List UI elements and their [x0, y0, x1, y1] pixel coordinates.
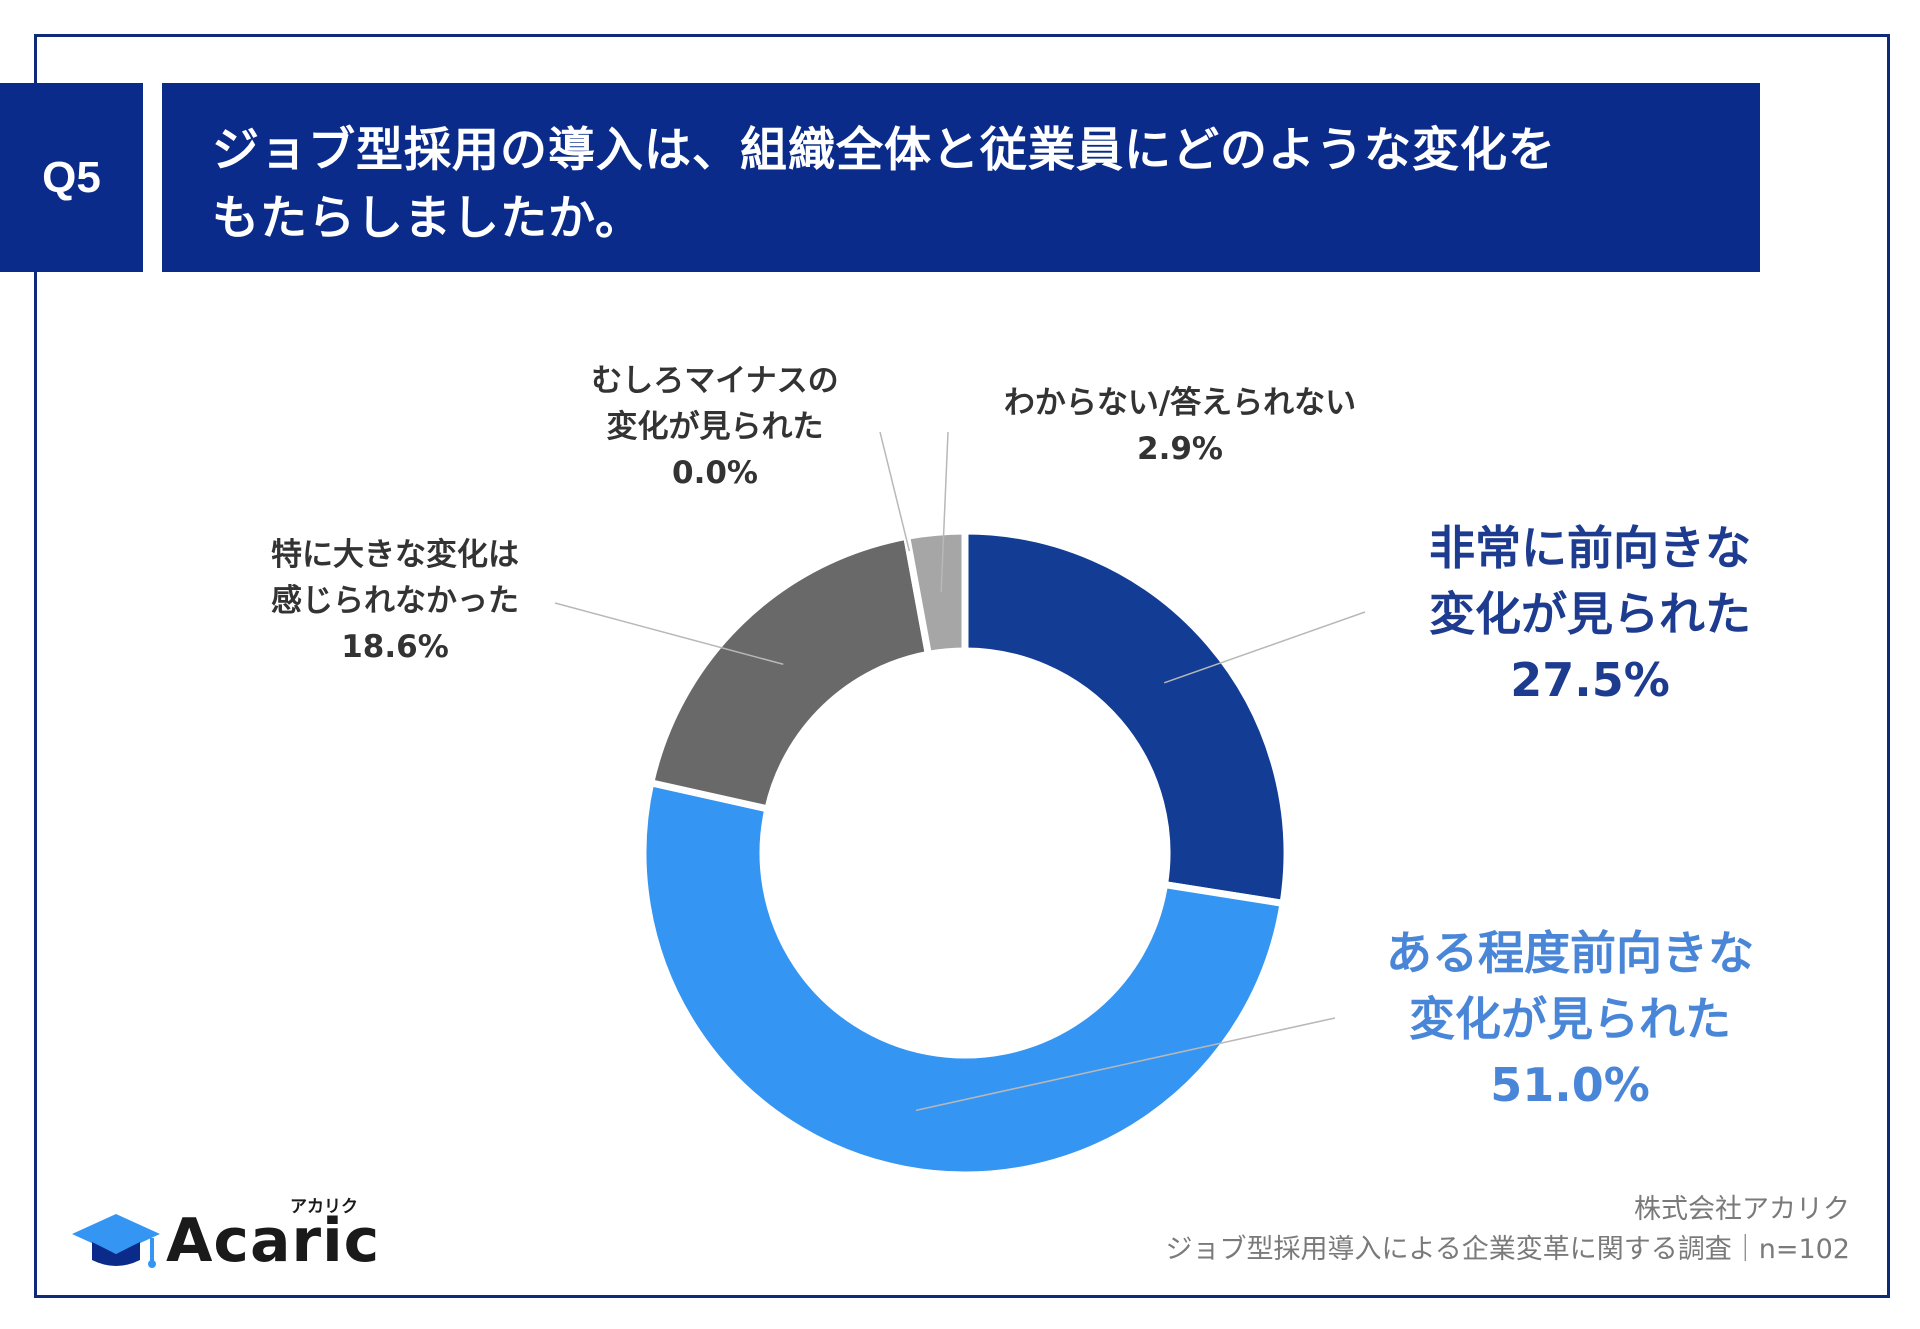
question-badge: Q5	[0, 83, 143, 272]
footer-survey: ジョブ型採用導入による企業変革に関する調査｜n=102	[1165, 1234, 1850, 1265]
leader-line-no-change	[554, 602, 784, 666]
label-no-change-pct: 18.6%	[341, 629, 449, 665]
leader-line-unknown	[940, 431, 949, 593]
leader-line-very-positive	[1163, 611, 1366, 684]
label-unknown: わからない/答えられない 2.9%	[960, 380, 1400, 472]
slice-no-change	[646, 532, 933, 814]
label-negative: むしろマイナスの 変化が見られた 0.0%	[565, 358, 865, 496]
slice-very-positive	[961, 527, 1291, 908]
footer-source: 株式会社アカリク ジョブ型採用導入による企業変革に関する調査｜n=102	[1166, 1190, 1850, 1270]
label-very-positive-pct: 27.5%	[1510, 653, 1670, 707]
acaric-logo: アカリク Acaric	[68, 1197, 388, 1278]
title-bar: ジョブ型採用の導入は、組織全体と従業員にどのような変化を もたらしましたか。	[162, 83, 1760, 272]
label-unknown-name: わからない/答えられない	[1003, 385, 1357, 421]
question-title: ジョブ型採用の導入は、組織全体と従業員にどのような変化を もたらしましたか。	[212, 123, 1556, 246]
label-negative-pct: 0.0%	[672, 455, 758, 491]
label-negative-name: むしろマイナスの 変化が見られた	[591, 363, 839, 445]
label-no-change: 特に大きな変化は 感じられなかった 18.6%	[245, 532, 545, 670]
slice-unknown	[902, 527, 969, 659]
label-unknown-pct: 2.9%	[1137, 431, 1223, 467]
leader-line-somewhat-positive	[915, 1017, 1336, 1112]
leader-line-negative	[879, 431, 911, 552]
label-somewhat-positive-name: ある程度前向きな 変化が見られた	[1386, 926, 1754, 1046]
logo-kana: アカリク	[290, 1197, 358, 1217]
label-very-positive-name: 非常に前向きな 変化が見られた	[1429, 521, 1751, 641]
footer-company: 株式会社アカリク	[1634, 1194, 1850, 1225]
label-very-positive: 非常に前向きな 変化が見られた 27.5%	[1400, 515, 1780, 713]
label-no-change-name: 特に大きな変化は 感じられなかった	[271, 537, 519, 619]
label-somewhat-positive: ある程度前向きな 変化が見られた 51.0%	[1370, 920, 1770, 1118]
logo-wordmark: Acaric	[166, 1206, 381, 1276]
slice-somewhat-positive	[639, 778, 1288, 1179]
mortarboard-icon	[72, 1214, 160, 1268]
label-somewhat-positive-pct: 51.0%	[1490, 1058, 1650, 1112]
